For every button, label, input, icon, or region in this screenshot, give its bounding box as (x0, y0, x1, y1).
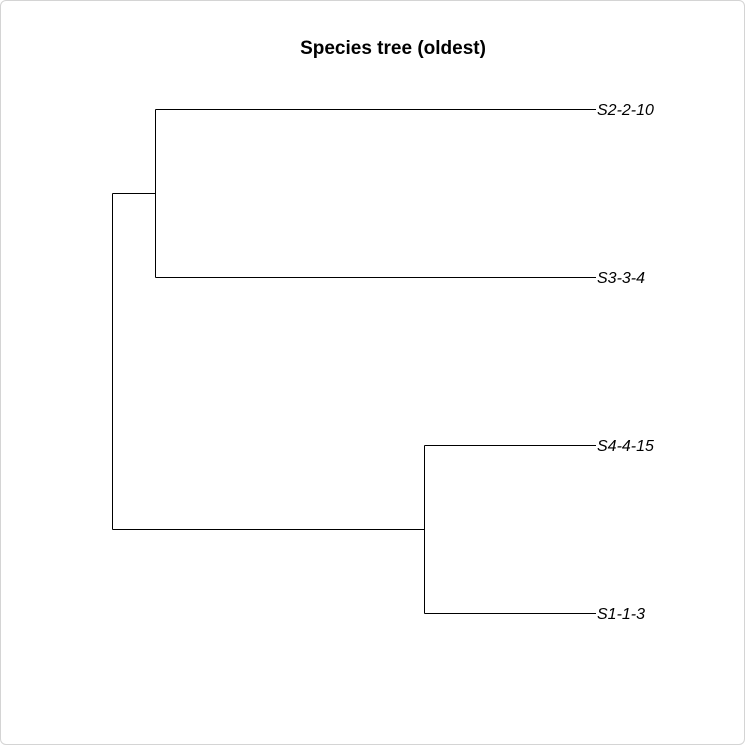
tree-title: Species tree (oldest) (300, 38, 486, 59)
tip-label: S4-4-15 (597, 438, 654, 455)
tip-label: S2-2-10 (597, 102, 654, 119)
tip-label: S1-1-3 (597, 606, 645, 623)
tip-label: S3-3-4 (597, 270, 645, 287)
